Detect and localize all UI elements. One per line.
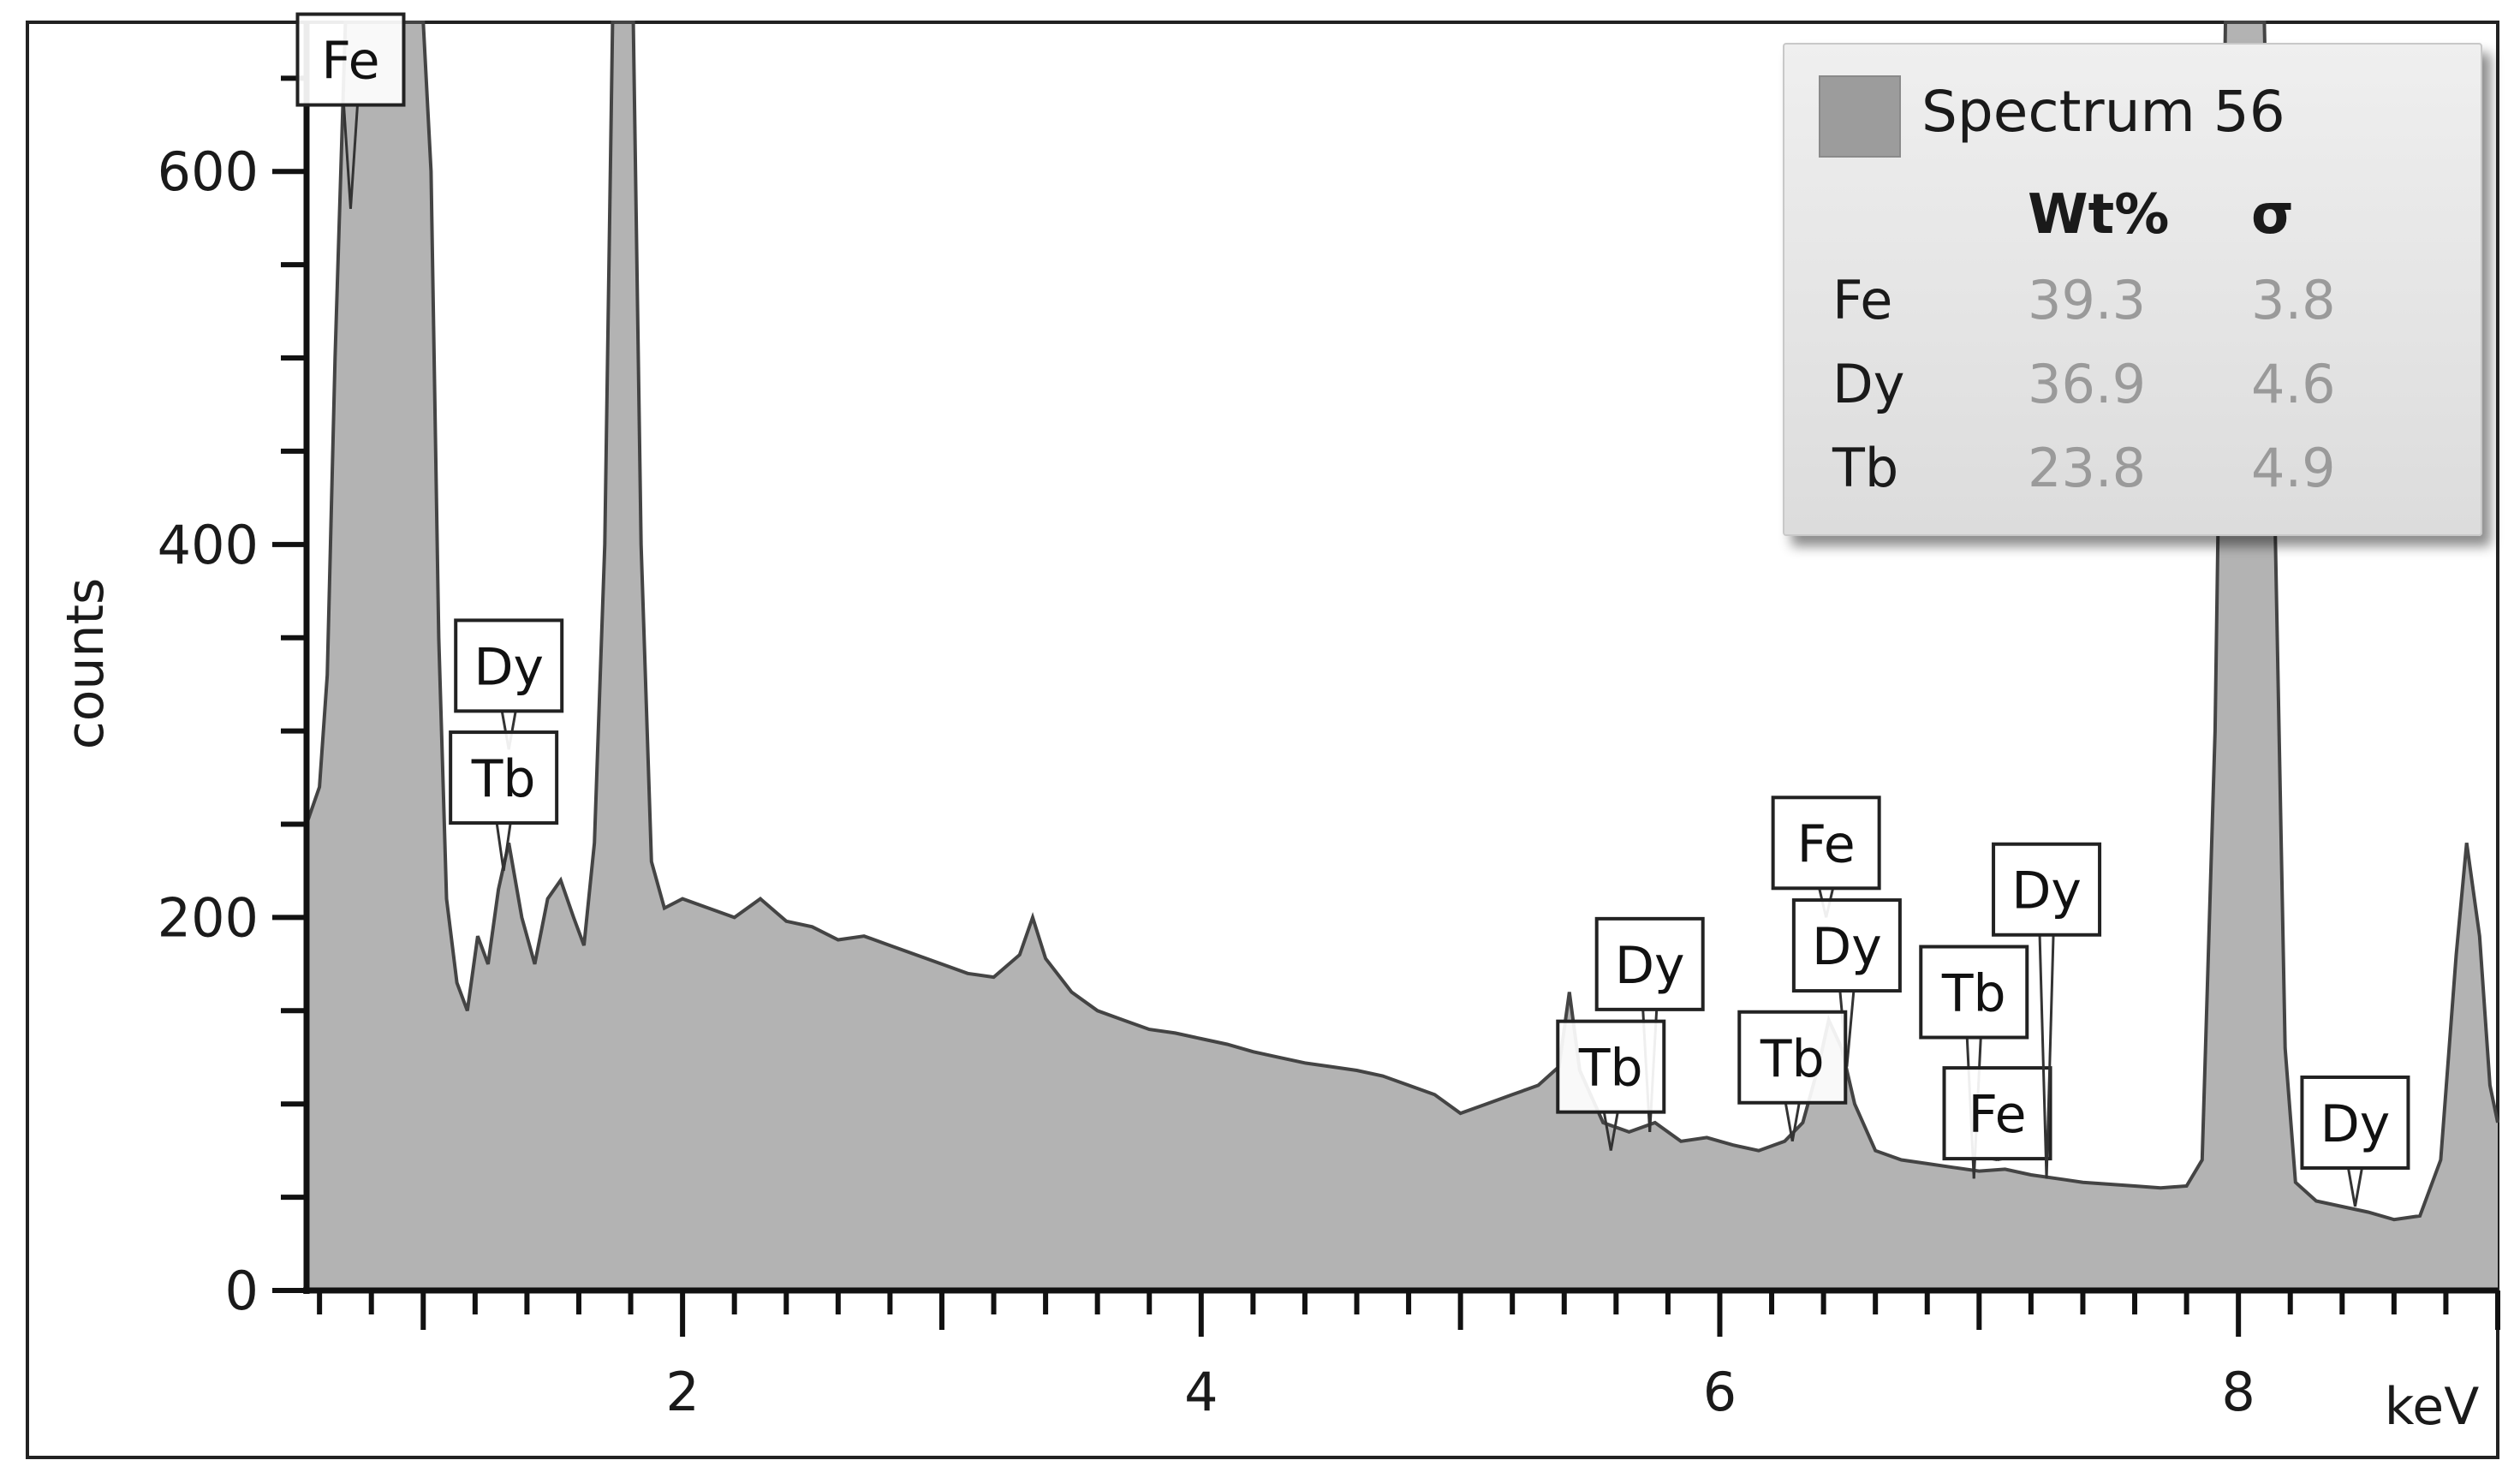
peak-label-text: Dy	[1615, 936, 1685, 996]
y-tick-label: 0	[225, 1260, 259, 1322]
peak-label-box	[454, 618, 564, 713]
peak-label-tb: Tb	[1919, 945, 2029, 1179]
legend-element: Fe	[1832, 269, 1893, 331]
x-tick-label: 4	[1184, 1361, 1218, 1423]
peak-label-box	[1919, 945, 2029, 1040]
peak-label-pointer	[502, 822, 512, 872]
legend-element: Dy	[1832, 353, 1905, 415]
y-axis-label: counts	[56, 578, 116, 750]
peak-label-dy: Dy	[2300, 1075, 2410, 1207]
peak-label-pointer	[2038, 934, 2048, 1179]
peak-label-pointer	[1845, 990, 1856, 1067]
x-axis-label: keV	[2385, 1377, 2480, 1437]
legend-row: Dy 36.9 4.6	[1784, 353, 2481, 437]
peak-label-text: Fe	[321, 32, 379, 92]
spectrum-line	[305, 21, 2499, 1222]
peak-label-pointer	[1602, 1111, 1612, 1151]
legend-row: Fe 39.3 3.8	[1784, 269, 2481, 353]
peak-label-fe: Fe	[1942, 1066, 2052, 1162]
peak-label-text: Tb	[1941, 964, 2006, 1024]
spectrum-fill	[307, 22, 2498, 1290]
peak-label-pointer	[2045, 934, 2055, 1179]
peak-label-pointer	[349, 104, 359, 209]
peak-label-box	[1594, 916, 1705, 1011]
peak-label-dy: Dy	[454, 618, 564, 750]
spectrum-legend: Spectrum 56 Wt% σ Fe 39.3 3.8 Dy 36.9 4.…	[1783, 43, 2482, 536]
peak-label-text: Dy	[474, 637, 544, 697]
peak-label-tb: Tb	[449, 730, 559, 872]
legend-swatch	[1819, 75, 1901, 158]
spectrum-area-layer	[305, 21, 2499, 1290]
legend-wt: 39.3	[2028, 269, 2147, 331]
peak-label-box	[1791, 898, 1902, 993]
peak-label-text: Tb	[1578, 1039, 1643, 1099]
peak-label-text: Tb	[1760, 1029, 1825, 1089]
peak-label-text: Tb	[471, 749, 536, 809]
peak-label-text: Dy	[2320, 1094, 2391, 1154]
peak-label-box	[1556, 1019, 1666, 1114]
x-tick-label: 8	[2221, 1361, 2255, 1423]
legend-sigma: 4.6	[2251, 353, 2336, 415]
peak-label-dy: Dy	[1992, 842, 2102, 1179]
y-tick-label: 200	[158, 886, 259, 949]
legend-sigma: 3.8	[2251, 269, 2336, 331]
peak-label-fe: Fe	[295, 12, 406, 209]
peak-label-pointer	[2346, 1167, 2356, 1207]
legend-header-wt: Wt%	[2028, 183, 2170, 247]
peak-label-tb: Tb	[1737, 1010, 1848, 1142]
x-tick-label: 2	[665, 1361, 699, 1423]
peak-label-pointer	[2353, 1167, 2363, 1207]
legend-wt: 36.9	[2028, 353, 2147, 415]
peak-label-pointer	[1609, 1111, 1619, 1151]
peak-label-box	[1942, 1066, 2052, 1161]
peak-label-fe: Fe	[1771, 796, 1881, 918]
peak-label-pointer	[1784, 1102, 1794, 1142]
peak-label-box	[295, 12, 406, 107]
y-tick-label: 400	[158, 514, 259, 576]
chart-frame	[26, 21, 2499, 1459]
legend-title: Spectrum 56	[1921, 79, 2285, 145]
x-tick-label: 6	[1703, 1361, 1737, 1423]
peak-label-text: Fe	[1968, 1085, 2026, 1145]
peak-label-box	[1737, 1010, 1848, 1105]
peak-label-box	[2300, 1075, 2410, 1170]
peak-label-pointer	[342, 104, 352, 209]
peak-label-text: Dy	[2011, 861, 2082, 921]
peak-label-tb: Tb	[1556, 1019, 1666, 1151]
y-tick-label: 600	[158, 140, 259, 203]
legend-header-sigma: σ	[2251, 183, 2294, 247]
axes-layer: 0 200 400 600 2 4 6 8	[158, 22, 2500, 1423]
peak-label-box	[1771, 796, 1881, 891]
legend-element: Tb	[1832, 437, 1899, 499]
peak-label-dy: Dy	[1594, 916, 1705, 1132]
peak-label-text: Fe	[1797, 814, 1856, 874]
peak-label-box	[1992, 842, 2102, 937]
peak-label-pointer	[495, 822, 505, 872]
peak-label-text: Dy	[1812, 917, 1882, 977]
peak-label-pointer	[1790, 1102, 1801, 1142]
peak-label-box	[449, 730, 559, 825]
legend-sigma: 4.9	[2251, 437, 2336, 499]
legend-row: Tb 23.8 4.9	[1784, 437, 2481, 521]
legend-wt: 23.8	[2028, 437, 2147, 499]
